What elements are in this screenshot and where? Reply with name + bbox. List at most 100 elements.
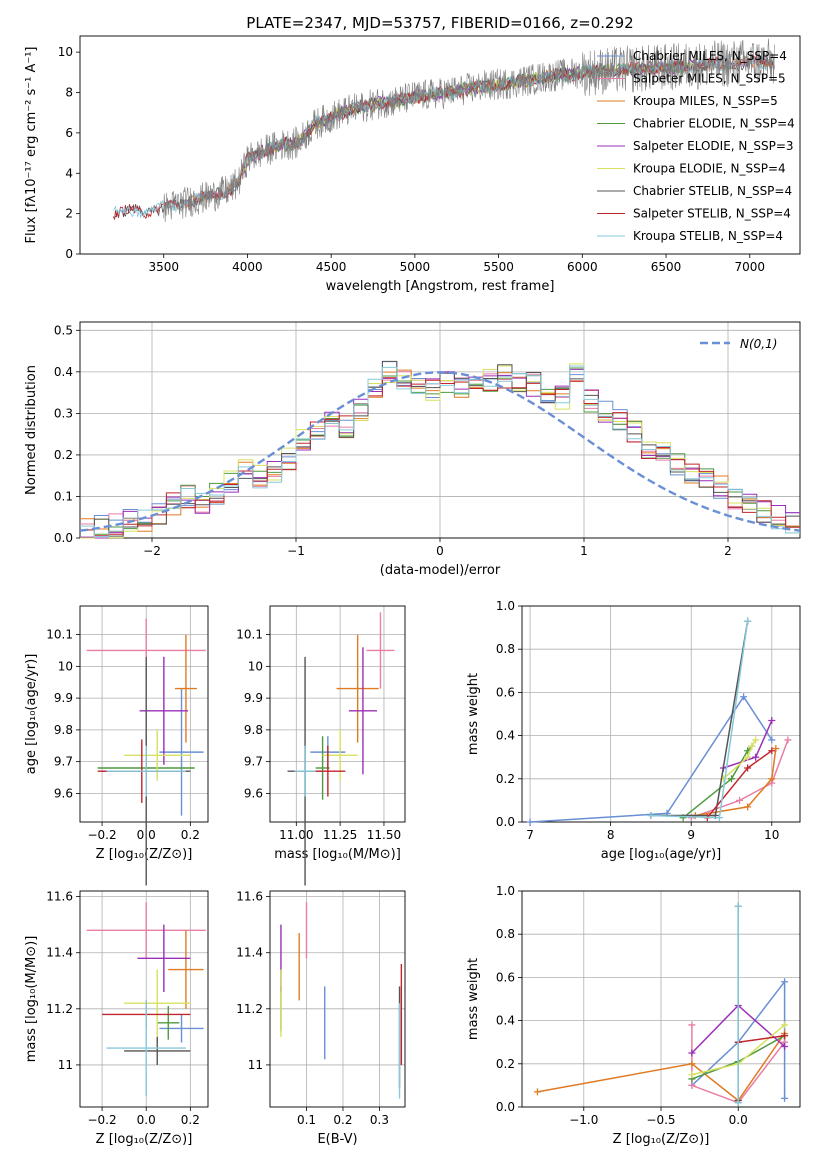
y-tick-label: 11.4 <box>46 946 73 960</box>
y-axis-label: Normed distribution <box>24 365 39 495</box>
x-tick-label: 11.00 <box>279 828 313 842</box>
y-tick-label: 10 <box>248 659 263 673</box>
weight-point-marker <box>781 1094 789 1102</box>
y-tick-label: 0.1 <box>54 489 73 503</box>
weight-series-line <box>695 748 777 817</box>
y-tick-label: 0.2 <box>496 1057 515 1071</box>
legend-entry: Salpeter MILES, N_SSP=5 <box>633 72 786 86</box>
weight-point-marker <box>688 1081 696 1089</box>
x-tick-label: −0.5 <box>646 1113 675 1127</box>
weight-point-marker <box>688 1049 696 1057</box>
x-tick-label: 4500 <box>316 260 347 274</box>
y-axis-label: age [log₁₀(age/yr)] <box>24 654 39 775</box>
weight-point-marker <box>744 803 752 811</box>
x-tick-label: 0.2 <box>181 1113 200 1127</box>
weight-point-marker <box>768 736 776 744</box>
y-tick-label: 8 <box>65 86 73 100</box>
y-tick-label: 4 <box>65 166 73 180</box>
weight-series-line <box>537 1033 786 1102</box>
y-tick-label: 0.0 <box>54 531 73 545</box>
y-axis-label: mass weight <box>466 958 481 1040</box>
y-tick-label: 11.6 <box>46 890 73 904</box>
legend-entry: Chabrier STELIB, N_SSP=4 <box>633 184 792 198</box>
weight-point-marker <box>647 812 655 820</box>
plot-frame <box>79 605 209 823</box>
weight-series-line <box>722 739 757 780</box>
y-tick-label: 10.1 <box>236 628 263 642</box>
y-axis-label: mass [log₁₀(M/M⊙)] <box>24 936 39 1063</box>
weight-point-marker <box>748 742 756 750</box>
x-tick-label: 1 <box>580 544 588 558</box>
y-tick-label: 11.4 <box>236 946 263 960</box>
weight-point-marker <box>781 1043 789 1051</box>
weight-series-line <box>738 1034 785 1043</box>
weight-series-line <box>650 620 749 819</box>
legend-entry: Kroupa MILES, N_SSP=5 <box>633 94 778 108</box>
histogram-series-step <box>80 365 800 538</box>
x-axis-label: mass [log₁₀(M/M⊙)] <box>274 847 401 862</box>
y-tick-label: 0 <box>65 247 73 261</box>
y-tick-label: 11 <box>58 1058 73 1072</box>
x-tick-label: −2 <box>143 544 161 558</box>
weight-point-marker <box>781 1021 789 1029</box>
x-tick-label: −1 <box>287 544 305 558</box>
weight-point-marker <box>744 764 752 772</box>
weight-point-marker <box>768 747 776 755</box>
y-tick-label: 11.6 <box>236 890 263 904</box>
y-tick-label: 11 <box>248 1058 263 1072</box>
plot-frame <box>79 890 209 1108</box>
x-tick-label: 7 <box>526 828 534 842</box>
x-tick-label: 2 <box>724 544 732 558</box>
x-tick-label: 6000 <box>567 260 598 274</box>
weight-point-marker <box>768 775 776 783</box>
weight-point-marker <box>688 1060 696 1068</box>
y-tick-label: 0.8 <box>496 642 515 656</box>
normal-curve-line <box>79 371 801 532</box>
y-tick-label: 0.0 <box>496 815 515 829</box>
y-axis-label: Flux [fλ10⁻¹⁷ erg cm⁻² s⁻¹ A⁻¹] <box>24 47 39 244</box>
legend-entry: N(0,1) <box>740 337 777 351</box>
weight-point-marker <box>728 775 736 783</box>
plot-frame <box>521 890 801 1108</box>
legend-entry: Kroupa ELODIE, N_SSP=4 <box>633 162 786 176</box>
x-tick-label: −0.2 <box>87 1113 116 1127</box>
y-tick-label: 1.0 <box>496 599 515 613</box>
x-axis-label: Z [log₁₀(Z/Z⊙)] <box>96 1132 193 1147</box>
legend-entry: Chabrier MILES, N_SSP=4 <box>633 49 787 63</box>
x-tick-label: 0.0 <box>729 1113 748 1127</box>
weight-point-marker <box>784 736 792 744</box>
observed-spectrum-line <box>163 38 775 223</box>
y-tick-label: 0.6 <box>496 685 515 699</box>
y-tick-label: 10.1 <box>46 628 73 642</box>
weight-point-marker <box>744 753 752 761</box>
y-tick-label: 11.2 <box>236 1002 263 1016</box>
weight-point-marker <box>768 716 776 724</box>
y-tick-label: 0.0 <box>496 1100 515 1114</box>
plot-frame <box>269 890 406 1108</box>
y-tick-label: 10 <box>58 45 73 59</box>
weight-point-marker <box>740 693 748 701</box>
x-axis-label: age [log₁₀(age/yr)] <box>601 847 722 862</box>
x-tick-label: 7000 <box>734 260 765 274</box>
legend-entry: Salpeter STELIB, N_SSP=4 <box>633 207 791 221</box>
x-tick-label: −0.2 <box>87 828 116 842</box>
x-axis-label: wavelength [Angstrom, rest frame] <box>326 279 555 294</box>
x-tick-label: 0.1 <box>297 1113 316 1127</box>
y-tick-label: 0.2 <box>54 448 73 462</box>
x-axis-label: (data-model)/error <box>380 563 501 578</box>
y-tick-label: 9.7 <box>54 755 73 769</box>
histogram-series-step <box>80 363 800 539</box>
x-tick-label: 10 <box>764 828 779 842</box>
x-tick-label: 0.2 <box>181 828 200 842</box>
x-tick-label: 0.3 <box>370 1113 389 1127</box>
x-tick-label: 3500 <box>148 260 179 274</box>
x-tick-label: 5500 <box>483 260 514 274</box>
weight-point-marker <box>781 1032 789 1040</box>
chart-title: PLATE=2347, MJD=53757, FIBERID=0166, z=0… <box>246 14 633 32</box>
x-tick-label: 5000 <box>400 260 431 274</box>
x-tick-label: 11.25 <box>323 828 357 842</box>
weight-point-marker <box>772 745 780 753</box>
y-tick-label: 0.8 <box>496 927 515 941</box>
x-tick-label: 0.2 <box>333 1113 352 1127</box>
